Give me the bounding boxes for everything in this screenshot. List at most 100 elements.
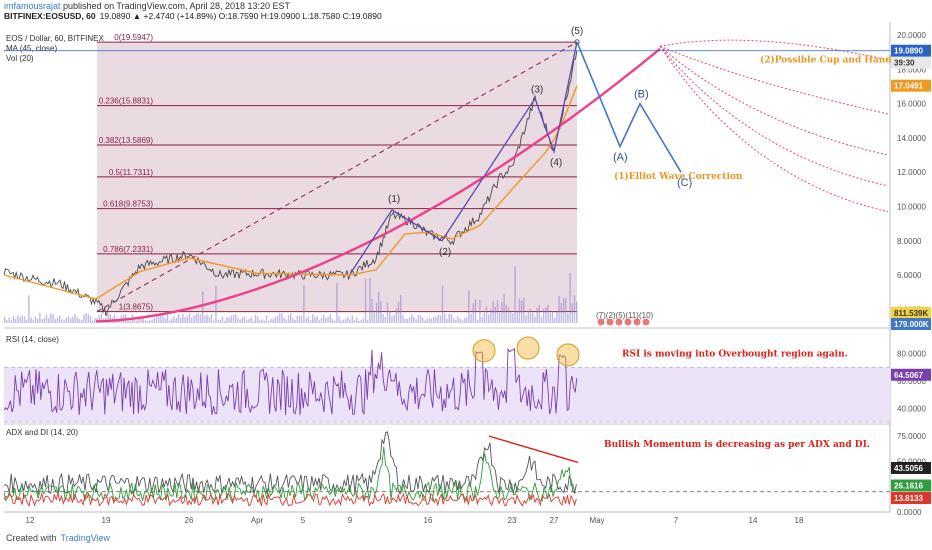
volume-bar [136,320,138,323]
volume-bar [452,317,455,323]
adx-tick: 75.0000 [897,432,926,441]
volume-bar [543,309,545,323]
elliot-annotation: (1)Elliot Wave Correction [614,171,743,182]
rsi-value-tag: 64.5067 [894,371,923,380]
event-icon [633,318,641,326]
volume-bar [406,318,408,323]
adx-legend: ADX and DI (14, 20) [6,428,78,437]
volume-bar [23,316,26,323]
volume-bar [448,313,450,323]
volume-bar [48,318,50,323]
volume-bar [364,278,367,323]
volume-bar [516,311,518,323]
volume-bar [523,297,525,323]
rsi-tick: 80.0000 [897,350,926,359]
volume-bar [483,312,485,323]
volume-bar [514,266,516,323]
volume-bar [470,313,472,323]
adx-value-tag-bg [891,461,931,474]
volume-bar [547,304,549,323]
volume-bar [239,319,241,323]
ohlc-values: 19.0890 ▲ +2.4740 (+14.89%) O:18.7590 H:… [99,11,382,21]
volume-bar [59,315,61,323]
volume-bar [481,316,483,323]
volume-bar [81,319,83,323]
volume-bar [314,316,316,323]
rsi-tick: 40.0000 [897,404,926,413]
volume-bar [472,303,474,323]
volume-bar [404,318,406,323]
volume-bar [327,317,329,323]
volume-bar [349,319,351,323]
volume-bar [290,313,292,323]
volume-bar [569,272,571,323]
volume-bar [45,314,48,323]
time-tick: 26 [185,516,194,525]
rsi-tick: 60.0000 [897,377,926,386]
price-tick: 8.0000 [897,237,922,246]
volume-bar [320,317,323,323]
volume-bar [230,315,232,323]
cup-handle-annotation: (2)Possible Cup and Handle [760,55,901,66]
volume-bar [316,316,318,323]
volume-bar [98,315,100,323]
volume-bar [142,318,144,323]
projection-curve [659,45,889,156]
volume-bar [188,313,191,323]
volume-bar [133,319,136,323]
volume-bar [362,318,364,323]
volume-bar [202,291,204,323]
volume-bar [340,320,342,323]
volume-bar [151,320,153,323]
rsi-peak-highlight [516,336,540,360]
di-plus-value-tag-bg [891,479,931,492]
volume-bar [334,320,336,323]
volume-bar [386,302,389,323]
bar-timer-tag-bg [891,56,931,69]
volume-bar [474,299,477,323]
volume-bar [173,316,175,323]
volume-bar [39,313,41,323]
volume-bar [87,314,89,323]
volume-bar [450,314,452,323]
volume-bar [17,315,19,323]
volume-bar [338,316,340,323]
volume-bar [50,313,52,323]
event-icon [642,318,650,326]
volume-bar [94,318,96,323]
volume-bar [92,320,94,323]
legend-ma: MA (45, close) [6,44,57,53]
volume-bar [292,318,294,323]
volume-bar [166,313,169,323]
volume-bar [417,315,419,323]
volume-tag-bg [891,307,931,319]
price-tick: 12.0000 [897,168,926,177]
volume-bar [499,312,501,323]
volume-bar [353,320,356,323]
created-with: Created with [6,533,57,543]
volume-bar [342,319,345,323]
volume-bar [395,308,397,323]
volume-bar [384,316,386,323]
time-tick: 23 [508,516,517,525]
event-icon [624,318,632,326]
time-tick: Apr [251,516,264,525]
elliott-wave-label-0: (1) [388,194,400,205]
volume-bar [228,317,230,323]
fib-level-label: 0.5(11.7311) [109,168,154,177]
volume-bar [435,316,437,323]
volume-bar [127,320,129,323]
volume-bar [430,318,433,323]
volume-bar [257,316,259,323]
volume-bar [380,300,382,323]
volume-bar [177,313,180,323]
volume-bar [252,320,254,323]
volume-bar [455,319,457,323]
volume-bar [70,318,72,323]
volume-bar [307,316,309,323]
volume-bar [325,317,327,323]
chart-canvas[interactable]: 0(19.5947) 0.236(15.8831) 0.382(13.5869) 0.… [0,22,932,532]
tradingview-link[interactable]: TradingView [60,533,111,543]
author-name[interactable]: imfamousrajat [4,1,61,11]
di-minus-line [3,492,577,507]
